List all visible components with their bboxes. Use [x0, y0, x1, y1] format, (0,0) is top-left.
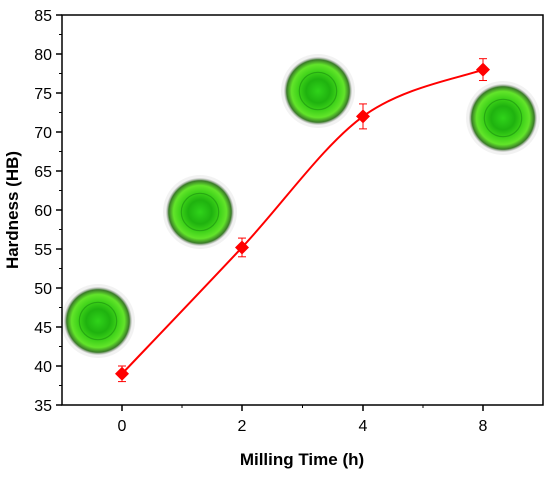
y-axis-label: Hardness (HB): [3, 151, 22, 269]
x-tick-label: 0: [118, 418, 127, 435]
y-tick-label: 50: [34, 281, 52, 298]
data-point-8: [476, 62, 490, 77]
inset-micrograph-4: [281, 54, 355, 128]
y-tick-label: 70: [34, 125, 52, 142]
y-tick-label: 55: [34, 242, 52, 259]
inset-disc: [166, 178, 234, 246]
inset-micrograph-2: [163, 175, 237, 249]
inset-ring: [483, 98, 523, 138]
y-tick-label: 60: [34, 203, 52, 220]
data-point-0: [115, 366, 129, 381]
inset-ring: [78, 301, 118, 341]
x-tick-label: 2: [238, 418, 247, 435]
y-tick-label: 85: [34, 8, 52, 25]
inset-disc: [64, 287, 132, 355]
y-tick-label: 80: [34, 47, 52, 64]
inset-disc: [469, 84, 537, 152]
y-tick-label: 75: [34, 86, 52, 103]
inset-disc: [284, 57, 352, 125]
y-tick-label: 40: [34, 359, 52, 376]
inset-ring: [180, 192, 220, 232]
inset-micrograph-0: [61, 284, 135, 358]
x-axis-label: Milling Time (h): [240, 450, 364, 469]
y-tick-label: 45: [34, 320, 52, 337]
inset-micrograph-8: [466, 81, 540, 155]
y-tick-label: 35: [34, 398, 52, 415]
x-tick-label: 4: [359, 418, 368, 435]
data-point-4: [356, 109, 370, 124]
series-line: [121, 68, 484, 375]
y-tick-label: 65: [34, 164, 52, 181]
x-tick-label: 8: [479, 418, 488, 435]
inset-ring: [298, 71, 338, 111]
data-point-2: [235, 240, 249, 255]
